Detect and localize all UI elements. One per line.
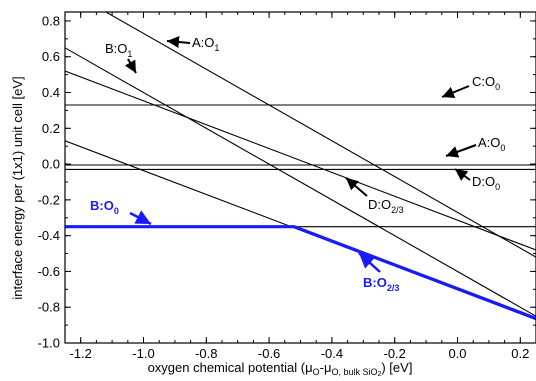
annotation-label-b-o23: B:O2/3 (363, 275, 399, 293)
x-tick-label: -1.0 (132, 346, 154, 361)
annotation-arrow-b-o1 (124, 58, 137, 74)
annotation-label-b-o1: B:O1 (105, 41, 132, 59)
y-tick-label: -0.8 (38, 300, 60, 315)
series-line-6 (65, 70, 536, 251)
y-tick-label: 0.6 (42, 49, 60, 64)
xlab-sub2b: 2 (377, 371, 381, 378)
y-tick-label: 0.4 (42, 85, 60, 100)
y-tick-label: 0.2 (42, 121, 60, 136)
y-tick-label: -0.6 (38, 264, 60, 279)
y-tick-label: -1.0 (38, 336, 60, 351)
annotation-label-d-o23: D:O2/3 (368, 197, 404, 215)
x-tick-label: -0.2 (383, 346, 405, 361)
series-line-4 (104, 12, 536, 258)
annotation-arrow-d-o0 (454, 168, 471, 181)
annotation-label-a-o0: A:O0 (478, 135, 505, 153)
annotation-arrow-a-o1 (166, 36, 191, 49)
y-axis-label: interface energy per (1x1) unit cell [eV… (10, 76, 25, 299)
annotation-label-b-o0: B:O0 (90, 198, 119, 216)
annotation-label-c-o0: C:O0 (472, 74, 500, 92)
x-tick-label: -1.2 (69, 346, 91, 361)
annotation-arrow-c-o0 (441, 85, 470, 99)
series-line-8 (65, 225, 536, 320)
x-tick-label: -0.4 (321, 346, 343, 361)
annotation-arrow-d-o23 (345, 177, 368, 197)
annotation-label-a-o1: A:O1 (192, 35, 219, 53)
y-tick-label: -0.4 (38, 228, 60, 243)
xlab-suffix: ) [eV] (381, 360, 412, 375)
x-tick-label: -0.6 (258, 346, 280, 361)
xlab-sub1: O (313, 367, 320, 377)
y-tick-label: 0.0 (42, 157, 60, 172)
x-tick-label: -0.8 (195, 346, 217, 361)
x-tick-label: 0.2 (511, 346, 529, 361)
annotation-arrow-a-o0 (445, 144, 477, 158)
axis-ticks: -1.2 -1.0 -0.8 -0.6 -0.4 -0.2 0.0 0.2 -1.0 -0.8 -0… (38, 12, 536, 361)
series-lines (65, 12, 536, 321)
annotation-arrow-b-o0 (129, 210, 152, 226)
y-tick-label: -0.2 (38, 192, 60, 207)
xlab-prefix: oxygen chemical potential (μ (148, 360, 313, 375)
x-axis-label: oxygen chemical potential (μO-μO, bulk S… (148, 360, 413, 378)
annotation-arrow-b-o23 (358, 252, 381, 273)
y-tick-label: 0.8 (42, 13, 60, 28)
annotations: A:O1 B:O1 C:O0 A:O0 D:O0 D:O2/3 B:O0 B:O2/3 (90, 35, 505, 293)
xlab-mid: -μ (320, 360, 332, 375)
x-tick-label: 0.0 (448, 346, 466, 361)
xlab-sub2: O, bulk SiO (331, 367, 377, 377)
series-line-5 (65, 47, 536, 317)
annotation-label-d-o0: D:O0 (472, 174, 500, 192)
